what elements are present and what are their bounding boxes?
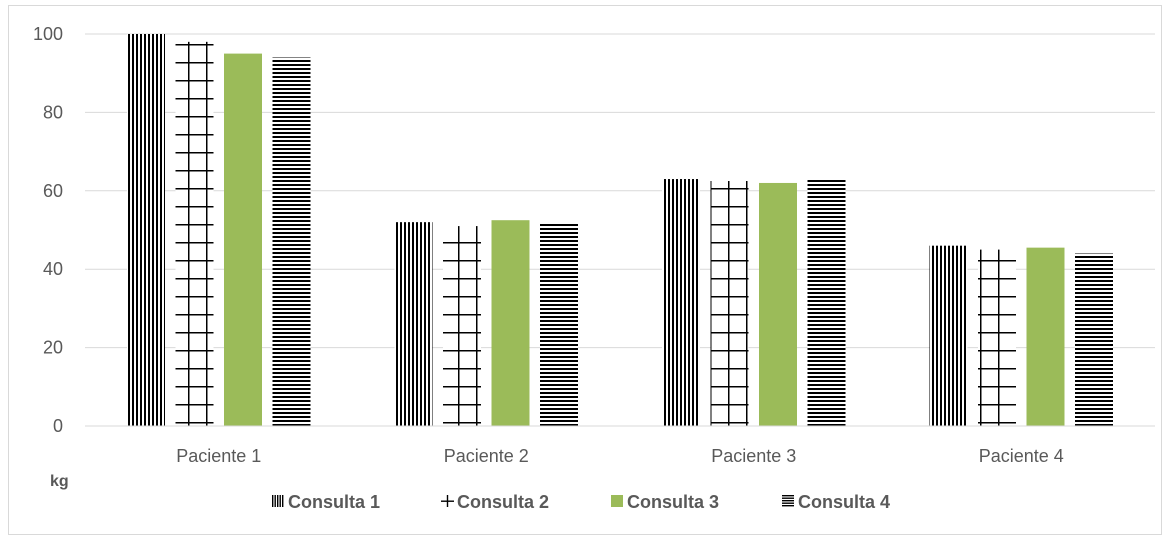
bar-consulta-1-0: [127, 34, 165, 426]
legend-label: Consulta 3: [627, 492, 719, 512]
y-tick-label: 60: [43, 181, 63, 201]
x-category-label: Paciente 1: [176, 446, 261, 466]
y-tick-label: 40: [43, 259, 63, 279]
legend-swatch-line: [279, 495, 281, 507]
legend-label: Consulta 2: [457, 492, 549, 512]
bar-consulta-2-1: [443, 226, 481, 426]
bar-consulta-3-3: [1026, 247, 1065, 426]
category-labels: Paciente 1 Paciente 2 Paciente 3 Paciente 4: [176, 446, 1064, 466]
legend-label: Consulta 1: [288, 492, 380, 512]
legend-swatch-line: [782, 500, 794, 502]
y-axis-ticks: 0 20 40 60 80 100: [33, 24, 63, 436]
legend-label: Consulta 4: [798, 492, 890, 512]
legend-swatch-vline: [446, 495, 449, 507]
x-category-label: Paciente 3: [711, 446, 796, 466]
bar-consulta-4-2: [807, 179, 846, 426]
bar-consulta-2-3: [978, 249, 1016, 426]
bar-consulta-2-0: [175, 41, 214, 427]
gridlines: [85, 33, 1155, 349]
legend-swatch-line: [782, 502, 794, 504]
legend-swatch-solid: [611, 495, 623, 507]
legend-swatch-line: [782, 505, 794, 507]
bar-consulta-2-2: [710, 181, 749, 426]
legend-swatch-line: [274, 495, 276, 507]
y-axis-unit-label: kg: [50, 473, 69, 490]
bar-consulta-1-3: [929, 245, 968, 426]
bars: [127, 34, 1113, 427]
y-tick-label: 0: [53, 416, 63, 436]
bar-consulta-3-1: [491, 220, 530, 426]
legend: Consulta 1 Consulta 2 Consulta 3 Consulta 4: [272, 492, 890, 512]
bar-consulta-3-0: [224, 53, 262, 426]
bar-consulta-3-2: [759, 182, 797, 426]
legend-swatch-line: [782, 495, 794, 497]
chart-frame: [8, 5, 1162, 535]
x-category-label: Paciente 2: [444, 446, 529, 466]
y-tick-label: 80: [43, 102, 63, 122]
bar-consulta-4-1: [540, 222, 578, 426]
legend-swatch-line: [272, 495, 274, 507]
x-category-label: Paciente 4: [979, 446, 1064, 466]
bar-consulta-1-1: [394, 222, 433, 426]
bar-consulta-4-3: [1075, 253, 1113, 426]
bar-consulta-4-0: [272, 57, 311, 427]
y-tick-label: 100: [33, 24, 63, 44]
bar-consulta-1-2: [662, 179, 700, 426]
legend-swatch-line: [277, 495, 279, 507]
y-tick-label: 20: [43, 338, 63, 358]
legend-swatch-line: [282, 495, 284, 507]
legend-swatch-line: [782, 497, 794, 499]
